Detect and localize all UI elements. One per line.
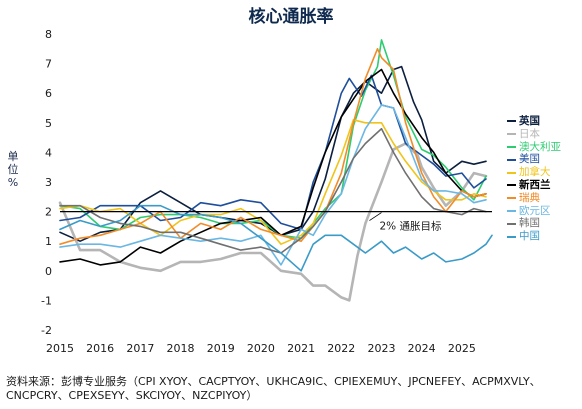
y-tick-label: 2 [45,206,52,219]
source-note: 资料来源：彭博专业服务（CPI XYOY、CACPTYOY、UKHCA9IC、C… [6,375,541,402]
y-tick-label: 0 [45,265,52,278]
x-tick-label: 2025 [448,342,476,355]
y-tick-label: -1 [41,294,52,307]
series-line [59,68,487,266]
x-tick-label: 2016 [86,342,114,355]
legend-entry: 新西兰 [507,179,561,192]
x-tick-label: 2019 [207,342,235,355]
legend-entry: 中国 [507,230,561,243]
legend-swatch [507,184,516,187]
x-tick-label: 2018 [167,342,195,355]
x-tick-label: 2015 [46,342,74,355]
legend-entry: 澳大利亚 [507,141,561,154]
x-tick-label: 2021 [287,342,315,355]
x-tick-label: 2017 [126,342,154,355]
series-line [59,127,487,254]
legend-label: 韩国 [519,217,540,230]
legend-entry: 加拿大 [507,166,561,179]
legend-entry: 英国 [507,115,561,128]
legend-label: 新西兰 [519,178,551,191]
target-annotation: 2% 通胀目标 [379,221,441,233]
legend-swatch [507,222,516,225]
legend-swatch [507,133,516,136]
legend-swatch [507,120,516,123]
legend-swatch [507,235,516,238]
legend-label: 日本 [519,127,540,140]
legend-label: 瑞典 [519,191,540,204]
legend-entry: 欧元区 [507,205,561,218]
x-tick-label: 2022 [327,342,355,355]
y-tick-label: 3 [45,176,52,189]
legend-label: 加拿大 [519,166,551,179]
y-tick-label: 1 [45,235,52,248]
legend-swatch [507,171,516,174]
series-line [59,204,493,272]
x-tick-label: 2020 [247,342,275,355]
legend-label: 美国 [519,153,540,166]
y-tick-label: 6 [45,87,52,100]
legend-label: 欧元区 [519,204,551,217]
series-line [58,142,488,302]
series-line [59,74,487,231]
legend-swatch [507,145,516,148]
legend: 英国 日本 澳大利亚 美国 加拿大 新西兰 瑞典 欧元区 韩国 中国 [507,115,561,243]
y-tick-label: -2 [41,324,52,337]
series-line [59,39,487,239]
x-tick-label: 2024 [408,342,436,355]
legend-label: 澳大利亚 [519,140,561,153]
legend-label: 中国 [519,230,540,243]
legend-swatch [507,197,516,200]
core-inflation-chart: -2 -1 0 1 2 3 4 5 6 7 8 2015 2016 2017 2018 2019 2020 202… [41,28,493,355]
legend-entry: 韩国 [507,217,561,230]
y-tick-label: 5 [45,117,52,130]
legend-entry: 日本 [507,128,561,141]
x-tick-label: 2023 [367,342,395,355]
y-axis-label: 单位 % [7,150,19,189]
y-tick-label: 7 [45,58,52,71]
legend-entry: 美国 [507,153,561,166]
y-tick-label: 8 [45,28,52,41]
series-line [59,65,487,242]
series-line [59,104,487,266]
legend-entry: 瑞典 [507,192,561,205]
target-annotation-pointer [369,212,382,221]
chart-title: 核心通胀率 [248,7,334,27]
legend-label: 英国 [519,115,540,127]
y-tick-label: 4 [45,146,52,159]
legend-swatch [507,158,516,161]
legend-swatch [507,209,516,212]
